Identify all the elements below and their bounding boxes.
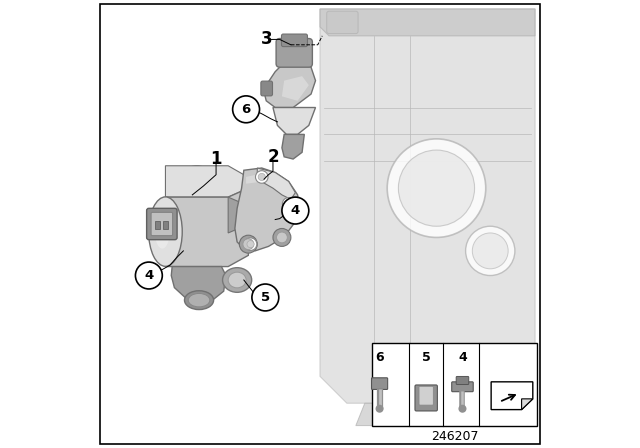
FancyBboxPatch shape xyxy=(371,378,388,389)
Circle shape xyxy=(285,200,292,207)
Text: 5: 5 xyxy=(260,291,270,304)
Ellipse shape xyxy=(188,293,210,307)
Polygon shape xyxy=(228,197,249,233)
Text: 4: 4 xyxy=(458,351,467,364)
Ellipse shape xyxy=(228,272,246,288)
Polygon shape xyxy=(356,403,419,426)
Polygon shape xyxy=(320,9,535,403)
Polygon shape xyxy=(246,172,275,184)
Polygon shape xyxy=(320,9,535,36)
Circle shape xyxy=(376,405,383,413)
Polygon shape xyxy=(282,134,305,159)
Circle shape xyxy=(472,233,508,269)
Text: 246207: 246207 xyxy=(431,430,478,444)
FancyBboxPatch shape xyxy=(276,39,312,67)
Text: 2: 2 xyxy=(267,148,279,166)
Circle shape xyxy=(387,139,486,237)
Polygon shape xyxy=(157,188,251,267)
Polygon shape xyxy=(491,382,533,409)
FancyBboxPatch shape xyxy=(261,81,273,96)
Text: 5: 5 xyxy=(422,351,431,364)
FancyBboxPatch shape xyxy=(147,208,177,240)
Bar xyxy=(155,221,160,229)
Polygon shape xyxy=(257,168,296,199)
FancyBboxPatch shape xyxy=(415,385,437,411)
Polygon shape xyxy=(522,399,533,409)
Circle shape xyxy=(255,171,268,183)
Circle shape xyxy=(282,197,309,224)
Text: 1: 1 xyxy=(211,150,222,168)
Circle shape xyxy=(244,238,257,250)
Polygon shape xyxy=(282,76,309,101)
FancyBboxPatch shape xyxy=(327,11,358,34)
Text: 6: 6 xyxy=(375,351,384,364)
Circle shape xyxy=(136,262,163,289)
Circle shape xyxy=(233,96,260,123)
Ellipse shape xyxy=(223,268,252,293)
FancyBboxPatch shape xyxy=(151,212,173,236)
Bar xyxy=(163,221,168,229)
Circle shape xyxy=(258,173,266,181)
Polygon shape xyxy=(235,168,300,251)
Circle shape xyxy=(252,284,279,311)
Text: 4: 4 xyxy=(144,269,154,282)
Polygon shape xyxy=(172,267,226,302)
FancyBboxPatch shape xyxy=(456,376,468,384)
Bar xyxy=(371,343,538,426)
Ellipse shape xyxy=(184,291,214,310)
FancyBboxPatch shape xyxy=(419,386,433,405)
Circle shape xyxy=(466,226,515,276)
Text: 3: 3 xyxy=(261,30,273,48)
Circle shape xyxy=(247,241,254,248)
Text: 4: 4 xyxy=(291,204,300,217)
Polygon shape xyxy=(264,60,316,108)
Circle shape xyxy=(243,239,253,250)
Circle shape xyxy=(276,232,287,243)
Circle shape xyxy=(282,198,295,210)
Circle shape xyxy=(273,228,291,246)
Text: 6: 6 xyxy=(241,103,251,116)
Ellipse shape xyxy=(165,166,228,282)
Circle shape xyxy=(239,235,257,253)
Polygon shape xyxy=(165,166,248,197)
Polygon shape xyxy=(273,108,316,134)
FancyBboxPatch shape xyxy=(452,382,473,392)
Circle shape xyxy=(458,405,467,413)
Circle shape xyxy=(398,150,475,226)
FancyBboxPatch shape xyxy=(282,34,307,47)
Ellipse shape xyxy=(154,208,170,249)
Ellipse shape xyxy=(148,197,182,266)
